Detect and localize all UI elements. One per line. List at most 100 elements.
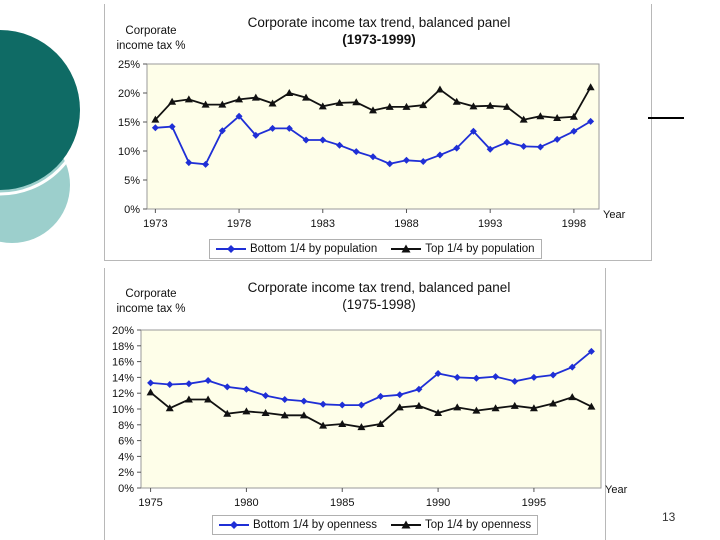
x-tick-label: 1998 [562, 218, 586, 230]
data-point-diamond [472, 374, 480, 382]
chart-title-block: Corporate income tax trend, balanced pan… [209, 279, 549, 313]
data-point-diamond [492, 373, 500, 381]
data-point-triangle [587, 402, 596, 410]
data-point-diamond [587, 347, 595, 355]
data-point-triangle [242, 407, 251, 415]
data-point-diamond [402, 156, 410, 164]
data-point-triangle [235, 95, 244, 103]
x-tick-label: 1975 [138, 497, 162, 509]
data-point-diamond [386, 160, 394, 168]
legend-label-bottom: Bottom 1/4 by openness [253, 519, 378, 531]
triangle-marker-icon [391, 520, 422, 529]
data-point-diamond [396, 391, 404, 399]
data-point-triangle [469, 102, 478, 110]
x-tick-label: 1973 [143, 218, 167, 230]
data-point-triangle [201, 100, 210, 108]
series-line-top [150, 391, 592, 429]
data-point-diamond [168, 123, 176, 131]
chart-subtitle: (1975-1998) [342, 297, 416, 312]
data-point-diamond [520, 142, 528, 150]
data-point-triangle [502, 102, 511, 110]
legend-item-top: Top 1/4 by population [391, 243, 535, 255]
y-tick-label: 0% [124, 204, 140, 216]
data-point-triangle [435, 85, 444, 93]
legend: Bottom 1/4 by population Top 1/4 by popu… [209, 239, 542, 259]
triangle-marker-icon [391, 244, 422, 253]
data-point-diamond [419, 157, 427, 165]
data-point-triangle [318, 102, 327, 110]
data-point-triangle [261, 408, 270, 416]
data-point-diamond [218, 127, 226, 135]
data-point-triangle [184, 395, 193, 403]
data-point-diamond [223, 383, 231, 391]
data-point-diamond [204, 377, 212, 385]
data-point-diamond [436, 151, 444, 159]
data-point-triangle [402, 102, 411, 110]
data-point-triangle [472, 406, 481, 414]
y-axis-title-line1: Corporate [125, 25, 177, 37]
teal-dark-circle [0, 30, 80, 190]
data-point-diamond [185, 380, 193, 388]
data-point-diamond [252, 131, 260, 139]
data-point-triangle [357, 423, 366, 431]
data-point-diamond [453, 373, 461, 381]
data-point-triangle [529, 404, 538, 412]
x-tick-label: 1995 [522, 497, 546, 509]
plot-area: 0% 5% 10% 15% 20% 25% 1973 1978 1983 1988 1993 1998 [118, 59, 600, 230]
teal-light-ring [0, 24, 86, 196]
data-point-triangle [369, 106, 377, 114]
y-axis-title-line1: Corporate [125, 288, 177, 300]
data-point-triangle [204, 395, 213, 403]
data-point-triangle [184, 95, 193, 103]
data-point-triangle [549, 399, 558, 407]
series-line-bottom [150, 350, 592, 407]
data-point-diamond [570, 127, 578, 135]
data-point-triangle [280, 411, 289, 419]
y-axis-title-line2: income tax % [116, 40, 186, 52]
chart-title: Corporate income tax trend, balanced pan… [247, 280, 511, 295]
data-point-diamond [166, 381, 174, 389]
y-tick-label: 18% [112, 341, 134, 353]
data-point-triangle [569, 112, 578, 120]
legend-item-bottom: Bottom 1/4 by openness [219, 519, 377, 531]
plot-background [140, 329, 602, 489]
data-point-triangle [165, 404, 174, 412]
diamond-marker-icon [216, 245, 246, 253]
data-point-diamond [319, 400, 327, 408]
chart-title-block: Corporate income tax trend, balanced pan… [203, 14, 555, 48]
data-point-diamond [377, 392, 385, 400]
x-axis-title: Year [605, 484, 628, 496]
data-point-diamond [262, 392, 270, 400]
data-point-diamond [242, 385, 250, 393]
data-point-diamond [269, 124, 277, 132]
x-tick-label: 1978 [227, 218, 251, 230]
data-point-triangle [338, 420, 347, 428]
data-point-diamond [357, 401, 365, 409]
data-point-triangle [251, 93, 260, 101]
y-axis-title-line2: income tax % [116, 303, 186, 315]
data-point-triangle [385, 102, 394, 110]
y-tick-label: 6% [118, 436, 134, 448]
data-point-triangle [452, 97, 461, 105]
data-point-diamond [434, 369, 442, 377]
data-point-triangle [335, 98, 344, 106]
chart-subtitle: (1973-1999) [342, 32, 416, 47]
data-point-diamond [536, 143, 544, 151]
chart-openness: Corporate income tax % Corporate income … [104, 268, 627, 540]
data-point-diamond [369, 153, 377, 161]
y-tick-label: 8% [118, 420, 134, 432]
y-axis-title: Corporate income tax % [109, 287, 193, 317]
data-point-triangle [536, 112, 545, 120]
data-point-diamond [185, 159, 193, 167]
data-point-diamond [336, 141, 344, 149]
x-tick-label: 1980 [234, 497, 258, 509]
plot-area: 0% 2% 4% 6% 8% 10% 12% 14% 16% 18% 20% 1975 1980 1985… [112, 325, 602, 509]
x-tick-label: 1988 [394, 218, 418, 230]
data-point-diamond [300, 397, 308, 405]
data-point-triangle [376, 420, 385, 428]
x-tick-label: 1985 [330, 497, 354, 509]
diamond-marker-icon [219, 521, 249, 529]
y-tick-label: 15% [118, 117, 140, 129]
chart-title: Corporate income tax trend, balanced pan… [247, 15, 511, 30]
y-tick-label: 12% [112, 388, 134, 400]
